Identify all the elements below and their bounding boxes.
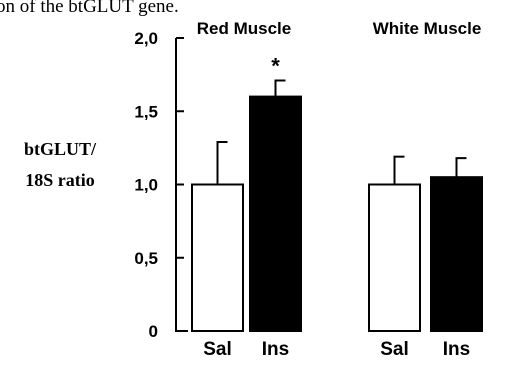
category-label: Ins [443,339,470,360]
y-tick-label: 1,5 [134,102,158,121]
category-label: Sal [380,339,409,360]
y-tick-label: 0 [149,322,158,341]
caption-fragment: on of the btGLUT gene. [0,0,179,17]
category-label: Ins [262,339,289,360]
group-title: White Muscle [373,19,482,38]
y-tick-label: 2,0 [134,29,158,48]
y-tick-label: 0,5 [134,249,158,268]
bar [249,95,302,332]
category-label: Sal [203,339,232,360]
y-axis-label: 18S ratio [25,170,95,190]
significance-marker: * [271,53,280,78]
bar [191,183,244,332]
bar [430,176,483,332]
y-axis-label: btGLUT/ [24,139,97,159]
y-tick-label: 1,0 [134,176,158,195]
bar [368,183,421,332]
group-title: Red Muscle [197,19,291,38]
